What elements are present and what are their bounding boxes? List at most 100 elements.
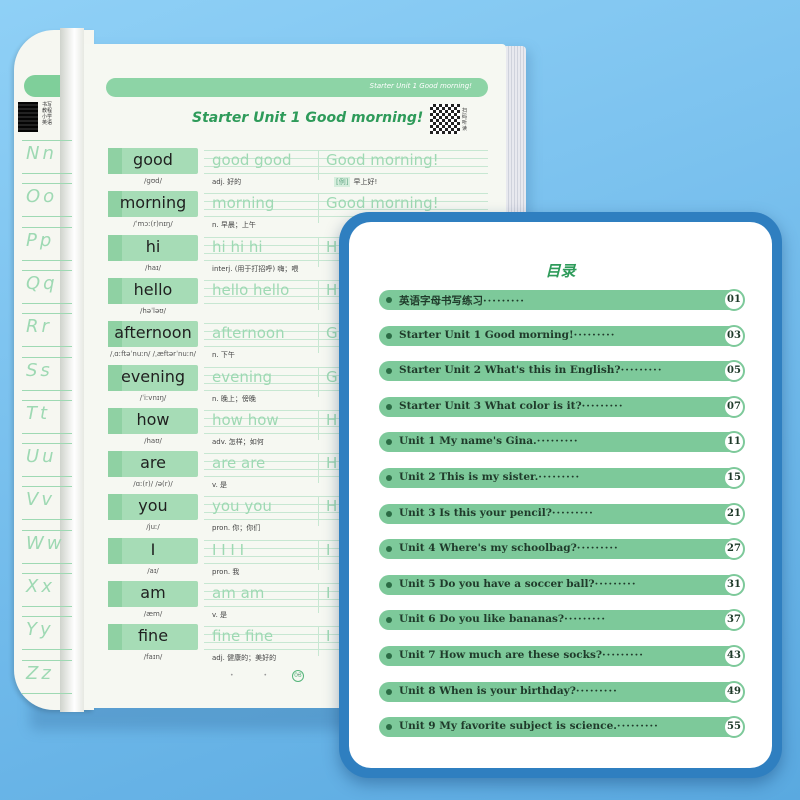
column-divider <box>318 193 319 224</box>
alphabet-letter-pair: Ss <box>22 356 72 391</box>
toc-item-label: Unit 4 Where's my schoolbag?········· <box>399 542 619 554</box>
tracing-word: morning <box>212 194 275 213</box>
alphabet-letter-text: Uu <box>26 446 57 468</box>
word-box <box>108 148 198 174</box>
table-of-contents-card: 目录 英语字母书写练习········· 01 Starter Unit 1 Goo… <box>339 212 782 778</box>
tracing-word: I I I I <box>212 540 244 559</box>
leader-dots: ········· <box>575 684 618 697</box>
toc-item[interactable]: Starter Unit 1 Good morning!········· 03 <box>379 324 745 347</box>
alphabet-letter-pair: Pp <box>22 226 72 261</box>
toc-page-number: 37 <box>723 609 745 632</box>
tracing-word: how how <box>212 410 279 429</box>
toc-item[interactable]: Unit 9 My favorite subject is science.··… <box>379 716 745 739</box>
bullet-icon <box>386 724 392 731</box>
header-label: Starter Unit 1 Good morning! <box>369 82 472 90</box>
toc-item[interactable]: Unit 3 Is this your pencil?········· 21 <box>379 502 745 525</box>
vocabulary-word: I <box>150 539 156 559</box>
toc-page-number: 07 <box>723 395 745 418</box>
toc-item[interactable]: Unit 8 When is your birthday?········· 49 <box>379 680 745 703</box>
toc-item[interactable]: Unit 4 Where's my schoolbag?········· 27 <box>379 538 745 561</box>
bullet-icon <box>386 510 392 517</box>
bullet-icon <box>386 546 392 553</box>
phonetic: /juː/ <box>146 523 160 532</box>
vocabulary-word: how <box>136 409 170 429</box>
toc-item[interactable]: Unit 6 Do you like bananas?········· 37 <box>379 609 745 632</box>
leader-dots: ········· <box>536 435 579 448</box>
part-of-speech: v. 是 <box>212 611 228 619</box>
toc-page-number: 11 <box>723 431 745 454</box>
toc-item-label: Unit 7 How much are these socks?········… <box>399 649 644 661</box>
phonetic: /aɪ/ <box>147 566 159 575</box>
vocabulary-word: good <box>133 150 173 169</box>
toc-page-number: 21 <box>723 502 745 525</box>
toc-item-text: Unit 2 This is my sister. <box>399 471 539 483</box>
leader-dots: ········· <box>616 720 659 733</box>
leader-dots: ········· <box>594 577 637 590</box>
column-divider <box>318 626 319 657</box>
phonetic: /ˌɑːftəˈnuːn/ /ˌæftərˈnuːn/ <box>109 350 197 359</box>
word-box <box>108 277 198 304</box>
toc-item[interactable]: Unit 1 My name's Gina.········· 11 <box>379 431 745 454</box>
part-of-speech: interj. (用于打招呼) 嗨；喂 <box>212 264 299 273</box>
tracing-phrase: H <box>326 237 338 256</box>
unit-title: Starter Unit 1 Good morning! <box>192 110 424 126</box>
toc-item-label: Unit 2 This is my sister.········· <box>399 471 580 483</box>
bullet-icon <box>386 688 392 695</box>
toc-item-text: Unit 1 My name's Gina. <box>399 435 537 448</box>
alphabet-letter-text: Vv <box>26 489 55 511</box>
alphabet-letter-text: Ss <box>26 359 53 381</box>
toc-item[interactable]: Unit 2 This is my sister.········· 15 <box>379 467 745 489</box>
example <box>334 220 341 228</box>
leader-dots: ········· <box>573 328 616 341</box>
toc-panel: 目录 英语字母书写练习········· 01 Starter Unit 1 Goo… <box>349 222 772 768</box>
toc-item-label: 英语字母书写练习········· <box>399 293 525 308</box>
word-box <box>108 364 198 391</box>
alphabet-letter-pair: Tt <box>22 399 72 434</box>
alphabet-letter-text: Rr <box>26 316 52 338</box>
tracing-word: afternoon <box>212 324 285 343</box>
part-of-speech: adj. 好的 <box>212 178 242 186</box>
column-divider <box>318 496 319 527</box>
toc-item-label: Unit 9 My favorite subject is science.··… <box>399 720 659 732</box>
vocabulary-word: fine <box>137 626 169 646</box>
bullet-icon <box>386 475 392 481</box>
phonetic: /haʊ/ <box>144 436 162 445</box>
leader-dots: ········· <box>564 613 606 626</box>
qr-caption-right: 扫码听读 <box>462 108 468 132</box>
phonetic: /faɪn/ <box>143 653 163 662</box>
tracing-word: are are <box>212 454 266 473</box>
phonetic: /ˈmɔː(r)nɪŋ/ <box>133 220 173 229</box>
word-box <box>108 581 198 607</box>
toc-item[interactable]: Starter Unit 2 What's this in English?··… <box>379 360 745 383</box>
phonetic: /haɪ/ <box>144 263 162 272</box>
column-divider <box>318 409 319 440</box>
qr-code-right <box>430 104 460 134</box>
toc-item-label: Unit 8 When is your birthday?········· <box>399 685 618 697</box>
vocabulary-word: are <box>140 453 166 473</box>
alphabet-letter-pair: Vv <box>22 486 72 521</box>
tracing-word: fine fine <box>212 627 274 646</box>
toc-item[interactable]: Unit 5 Do you have a soccer ball?·······… <box>379 573 745 596</box>
toc-page-number: 43 <box>723 645 745 667</box>
bullet-icon <box>386 653 392 659</box>
toc-item-text: Starter Unit 1 Good morning! <box>399 328 574 341</box>
toc-item[interactable]: 英语字母书写练习········· 01 <box>379 289 745 311</box>
toc-page-number: 55 <box>723 716 745 739</box>
bullet-icon <box>386 297 392 303</box>
vocabulary-word: you <box>138 496 168 516</box>
toc-item[interactable]: Unit 7 How much are these socks?········… <box>379 645 745 667</box>
word-box <box>108 321 198 348</box>
alphabet-letter-text: Tt <box>26 402 51 424</box>
tracing-word: you you <box>212 497 272 516</box>
toc-page-number: 15 <box>723 467 745 489</box>
tracing-phrase: H <box>326 497 338 516</box>
toc-item[interactable]: Starter Unit 3 What color is it?········… <box>379 395 745 418</box>
alphabet-letter-text: Oo <box>26 186 58 208</box>
word-box <box>108 624 198 651</box>
tracing-word: am am <box>212 584 265 602</box>
bullet-icon <box>386 439 392 446</box>
word-box <box>108 494 198 521</box>
alphabet-letter-text: Qq <box>26 272 58 294</box>
toc-item-label: Starter Unit 2 What's this in English?··… <box>399 364 662 376</box>
